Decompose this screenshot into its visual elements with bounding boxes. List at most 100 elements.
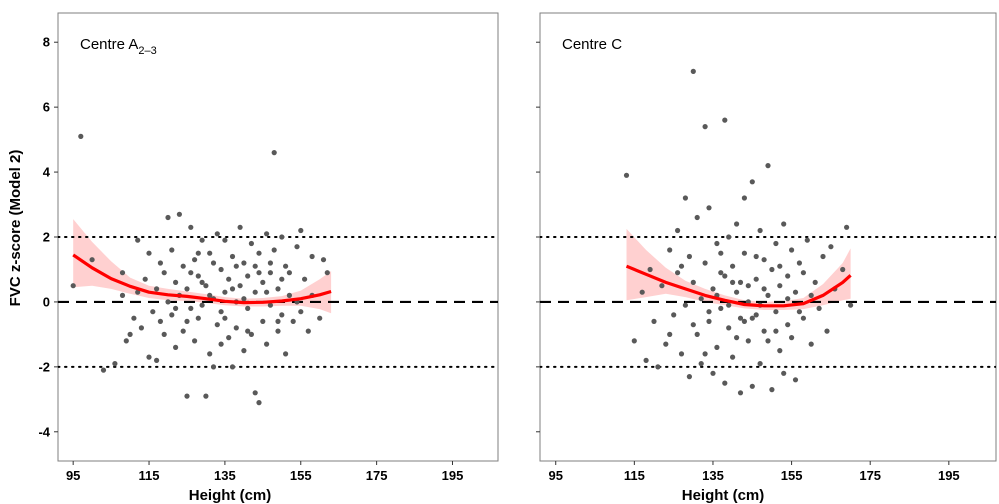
x-tick-label: 195 bbox=[442, 468, 464, 483]
data-point bbox=[647, 266, 653, 273]
panel-title: Centre A2–3 bbox=[80, 36, 157, 57]
data-point bbox=[800, 270, 807, 276]
data-point bbox=[283, 263, 289, 269]
y-tick-label: -4 bbox=[38, 424, 50, 439]
data-point bbox=[749, 315, 755, 321]
data-point bbox=[726, 234, 732, 240]
data-point bbox=[655, 364, 661, 370]
data-point bbox=[718, 305, 724, 311]
data-point bbox=[267, 260, 273, 266]
data-point bbox=[100, 367, 107, 373]
x-tick-label: 175 bbox=[366, 468, 388, 483]
data-point bbox=[283, 351, 289, 357]
data-point bbox=[188, 305, 194, 311]
data-point bbox=[264, 289, 270, 295]
data-point bbox=[245, 328, 251, 334]
data-point bbox=[241, 348, 247, 354]
data-point bbox=[800, 315, 807, 321]
data-point bbox=[718, 250, 724, 256]
data-point bbox=[737, 390, 744, 396]
x-tick-label: 115 bbox=[139, 468, 160, 483]
panel-centre-c: 95 115 135 155 175 195 Height (cm) Centre C bbox=[536, 12, 997, 504]
data-point bbox=[808, 341, 814, 347]
data-point bbox=[848, 302, 854, 308]
data-point bbox=[203, 393, 209, 399]
data-point bbox=[789, 335, 795, 341]
data-point bbox=[796, 260, 803, 266]
data-point bbox=[233, 263, 239, 269]
data-point bbox=[663, 341, 669, 347]
data-point bbox=[730, 263, 736, 269]
confidence-band bbox=[626, 228, 851, 310]
data-point bbox=[218, 341, 224, 347]
data-point bbox=[264, 341, 270, 347]
data-point bbox=[682, 302, 689, 308]
data-point bbox=[298, 309, 304, 315]
data-point bbox=[667, 247, 673, 253]
data-point bbox=[192, 257, 198, 263]
data-point bbox=[737, 315, 744, 321]
data-point bbox=[734, 221, 740, 227]
data-point bbox=[678, 351, 685, 357]
data-point bbox=[135, 289, 141, 295]
plot-area bbox=[58, 133, 498, 406]
data-point bbox=[260, 279, 266, 285]
plot-panel-frame bbox=[57, 12, 499, 462]
y-tick-label: 6 bbox=[43, 100, 50, 115]
data-point bbox=[714, 240, 720, 247]
data-point bbox=[808, 292, 814, 298]
x-axis-title: Height (cm) bbox=[189, 487, 272, 504]
fit-line bbox=[72, 253, 332, 305]
data-point bbox=[320, 257, 327, 263]
data-point bbox=[706, 318, 712, 324]
data-point bbox=[765, 292, 771, 298]
x-tick-label: 135 bbox=[702, 468, 724, 483]
y-tick-label: 2 bbox=[43, 230, 50, 245]
data-point bbox=[218, 309, 224, 315]
data-point bbox=[229, 364, 236, 370]
panel-title: Centre C bbox=[562, 36, 622, 53]
data-point bbox=[252, 390, 258, 396]
data-point bbox=[796, 309, 803, 315]
data-point bbox=[734, 335, 740, 341]
data-point bbox=[734, 289, 740, 295]
data-point bbox=[812, 279, 818, 285]
data-point bbox=[237, 283, 243, 289]
data-point bbox=[142, 276, 148, 282]
data-point bbox=[675, 227, 681, 234]
data-point bbox=[781, 370, 787, 376]
data-point bbox=[718, 270, 724, 276]
data-point bbox=[138, 325, 144, 331]
data-point bbox=[271, 247, 277, 253]
data-point bbox=[226, 276, 232, 282]
data-point bbox=[753, 253, 759, 260]
data-point bbox=[769, 266, 775, 273]
data-point bbox=[279, 276, 285, 282]
data-point bbox=[192, 338, 198, 344]
data-point bbox=[252, 263, 258, 269]
data-point bbox=[248, 331, 254, 337]
data-point bbox=[682, 195, 689, 201]
data-point bbox=[789, 247, 795, 253]
data-point bbox=[245, 305, 251, 311]
data-point bbox=[184, 393, 190, 399]
data-point bbox=[131, 315, 137, 321]
data-point bbox=[773, 240, 779, 247]
data-point bbox=[229, 286, 236, 292]
data-point bbox=[690, 68, 696, 74]
fit-line bbox=[625, 264, 852, 308]
data-point bbox=[702, 260, 708, 266]
data-point bbox=[222, 237, 228, 243]
data-point bbox=[745, 283, 751, 289]
data-point bbox=[844, 224, 850, 230]
data-point bbox=[180, 328, 186, 334]
x-tick-label: 155 bbox=[290, 468, 312, 483]
data-point bbox=[792, 377, 799, 383]
data-point bbox=[229, 253, 236, 260]
plot-panel-frame bbox=[539, 12, 997, 462]
data-point bbox=[248, 240, 254, 247]
data-point bbox=[773, 309, 779, 315]
data-point bbox=[275, 286, 281, 292]
data-point bbox=[256, 270, 262, 276]
data-point bbox=[785, 296, 791, 302]
